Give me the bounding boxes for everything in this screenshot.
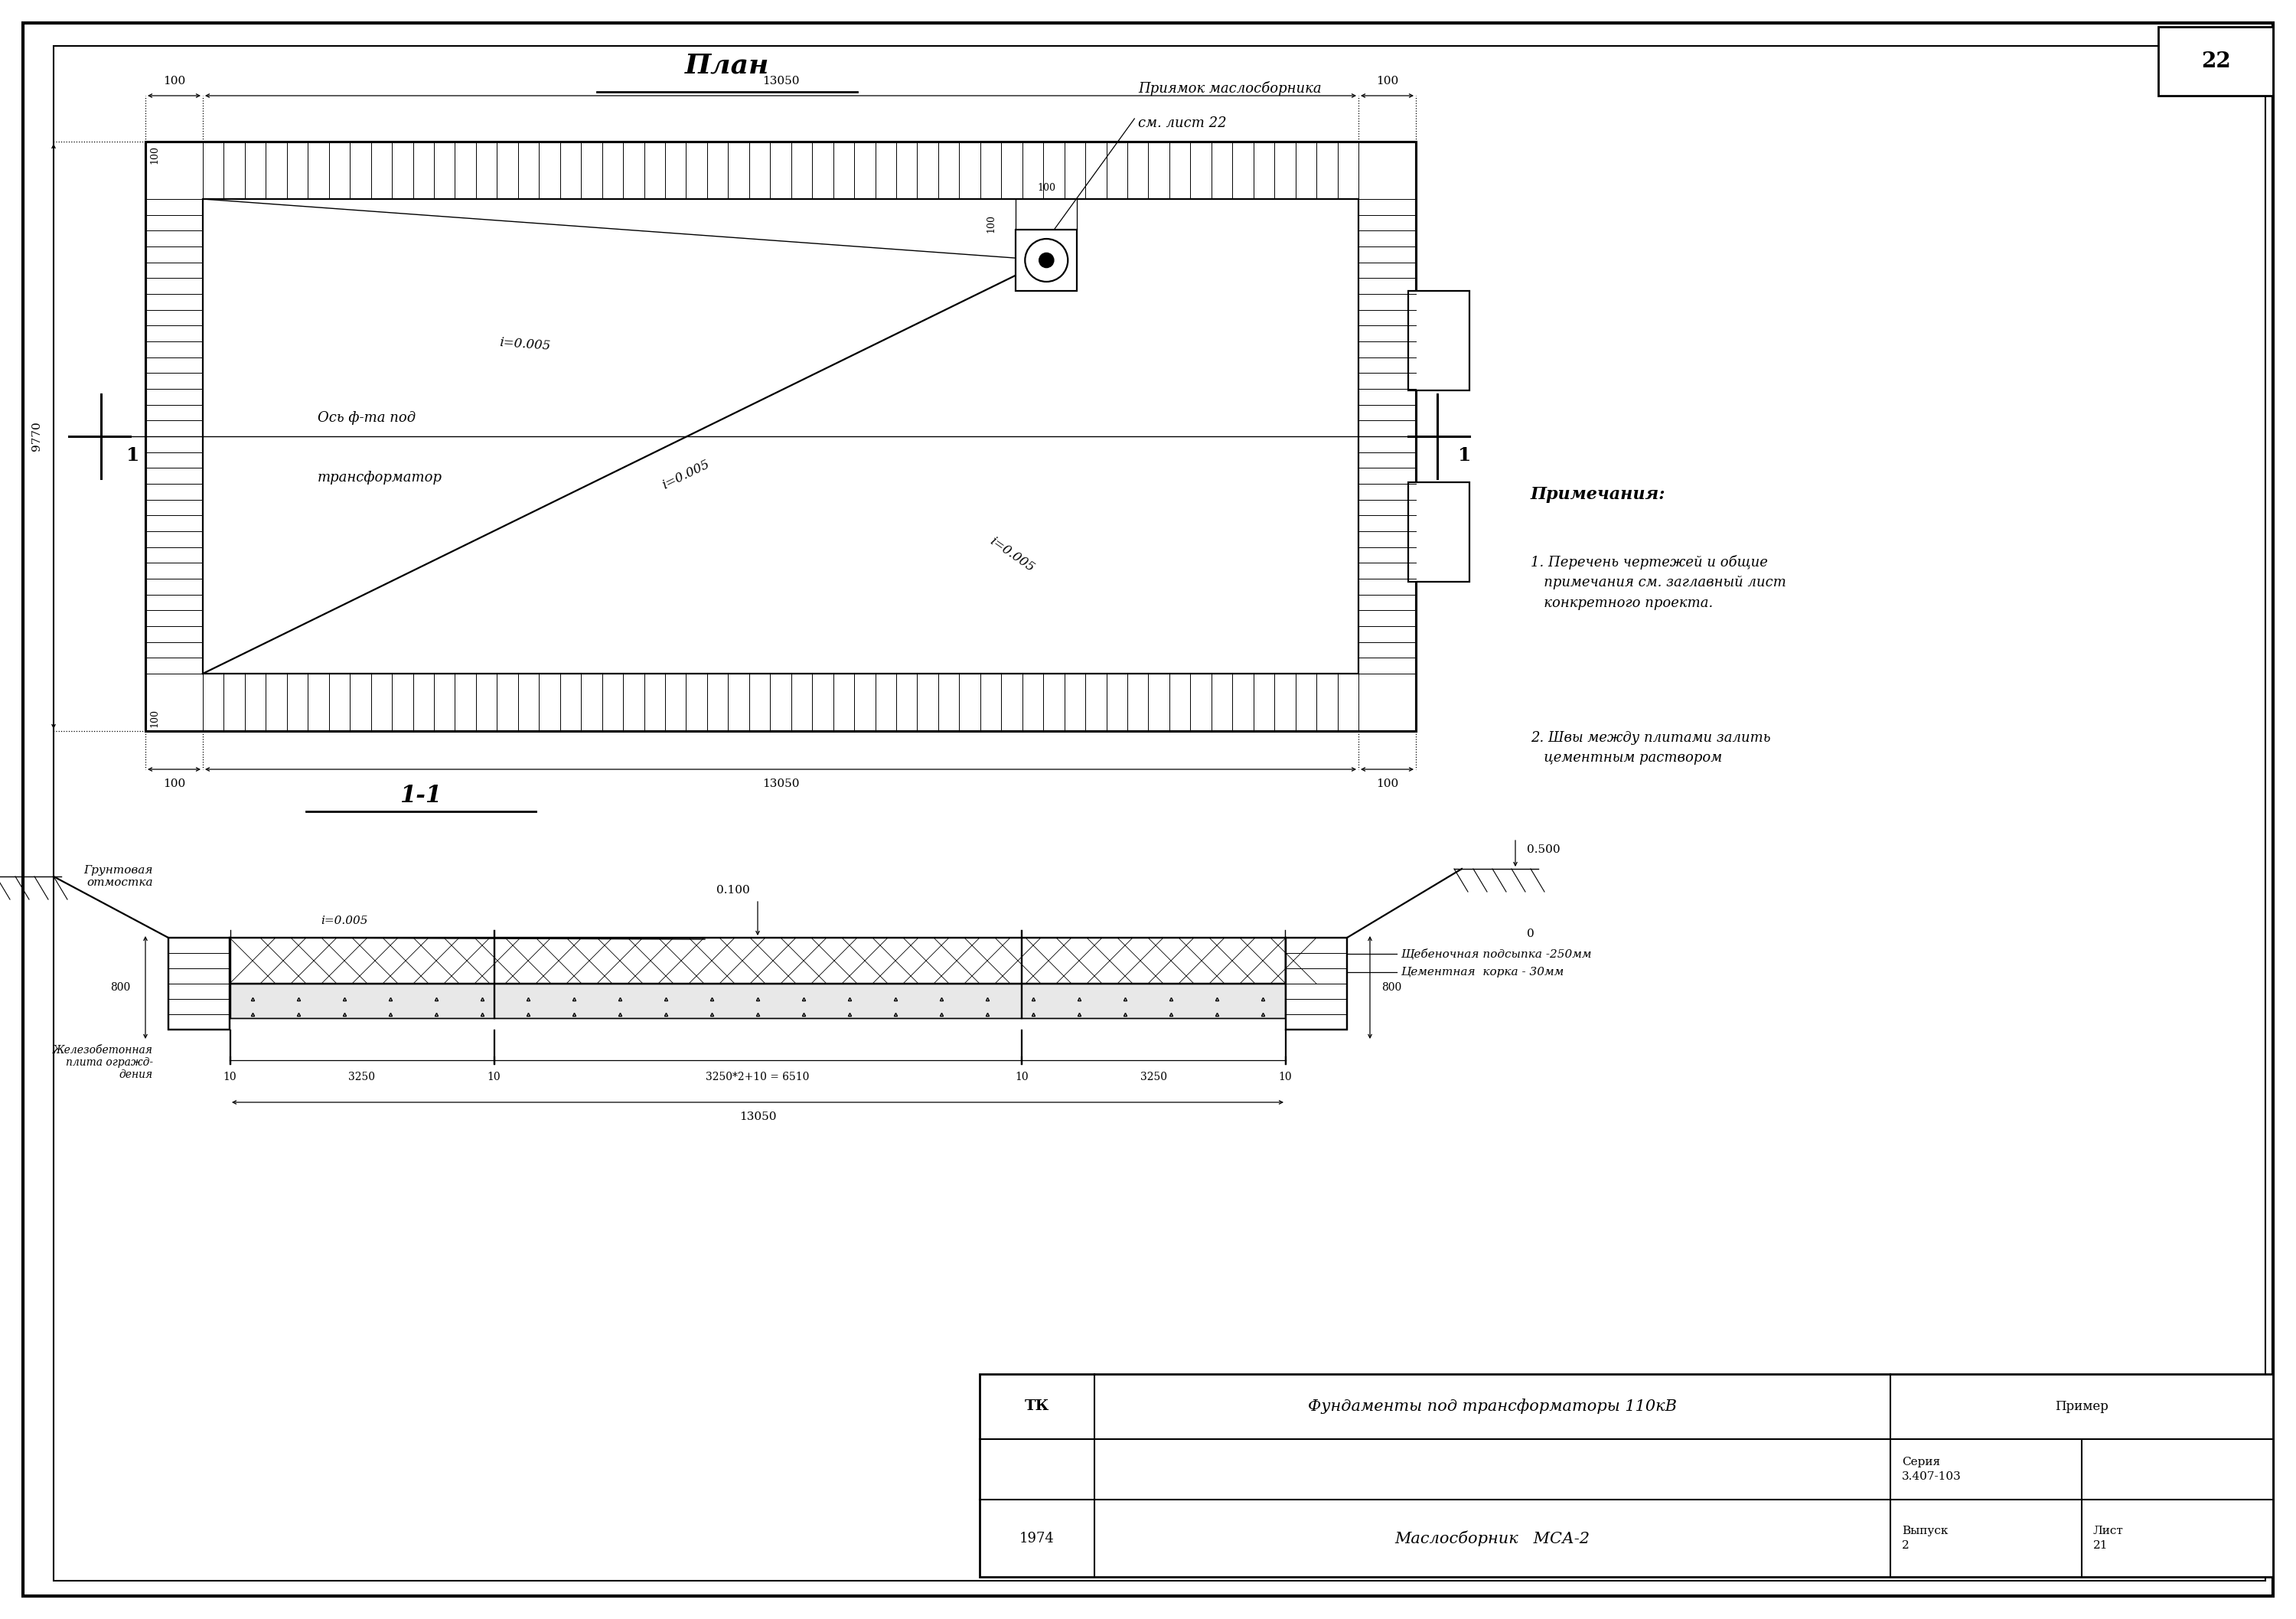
Text: Ось ф-та под: Ось ф-та под	[317, 411, 416, 424]
Text: i=0.005: i=0.005	[498, 337, 551, 353]
Circle shape	[1040, 253, 1054, 267]
Text: 0.500: 0.500	[1527, 845, 1561, 855]
Text: 100: 100	[163, 779, 186, 788]
Text: 3250: 3250	[1141, 1072, 1166, 1083]
Text: План: План	[684, 52, 769, 78]
Text: 2. Швы между плитами залить
   цементным раствором: 2. Швы между плитами залить цементным ра…	[1531, 732, 1770, 766]
Text: Железобетонная
плита огражд-
дения: Железобетонная плита огражд- дения	[53, 1044, 154, 1080]
Text: Цементная  корка - 30мм: Цементная корка - 30мм	[1401, 967, 1564, 978]
Text: Серия
3.407-103: Серия 3.407-103	[1901, 1457, 1961, 1481]
Text: Пример: Пример	[2055, 1400, 2108, 1413]
Text: Грунтовая
отмостка: Грунтовая отмостка	[85, 865, 154, 889]
Text: Лист
21: Лист 21	[2094, 1527, 2124, 1551]
Text: 0: 0	[1527, 929, 1534, 939]
Text: 800: 800	[110, 983, 131, 992]
Bar	[230, 937, 1286, 984]
Text: см. лист 22: см. лист 22	[1139, 117, 1226, 130]
Text: 100: 100	[1375, 76, 1398, 86]
Text: 100: 100	[163, 76, 186, 86]
Text: 10: 10	[1015, 1072, 1029, 1083]
Bar	[1407, 482, 1469, 581]
Text: 100: 100	[987, 214, 996, 233]
Bar	[145, 141, 1417, 732]
Bar	[1286, 937, 1348, 1030]
Text: 100: 100	[1375, 779, 1398, 788]
Text: 1. Перечень чертежей и общие
   примечания см. заглавный лист
   конкретного про: 1. Перечень чертежей и общие примечания …	[1531, 555, 1786, 610]
Text: трансформатор: трансформатор	[317, 471, 443, 484]
Text: ТК: ТК	[1024, 1399, 1049, 1413]
Bar	[230, 984, 1286, 1018]
Bar	[1407, 291, 1469, 390]
Text: 1-1: 1-1	[400, 784, 443, 808]
Text: 1: 1	[126, 447, 140, 465]
Text: 100: 100	[1038, 183, 1056, 193]
Text: 13050: 13050	[739, 1112, 776, 1122]
Text: Щебеночная подсыпка -250мм: Щебеночная подсыпка -250мм	[1401, 949, 1591, 960]
Bar	[1015, 230, 1077, 291]
Text: 3250*2+10 = 6510: 3250*2+10 = 6510	[705, 1072, 810, 1083]
Bar	[980, 1375, 2273, 1577]
Text: 1974: 1974	[1019, 1532, 1054, 1545]
Bar	[230, 937, 1286, 984]
Bar	[168, 937, 230, 1030]
Text: 22: 22	[2202, 50, 2229, 71]
Text: 100: 100	[149, 146, 158, 164]
Text: Приямок маслосборника: Приямок маслосборника	[1139, 81, 1322, 96]
Text: i=0.005: i=0.005	[659, 458, 712, 492]
Text: 3250: 3250	[349, 1072, 374, 1083]
Bar	[230, 984, 1286, 1018]
Text: 10: 10	[223, 1072, 236, 1083]
Text: i=0.005: i=0.005	[321, 915, 367, 926]
Text: Маслосборник   МСА-2: Маслосборник МСА-2	[1396, 1530, 1589, 1546]
Bar	[1286, 937, 1348, 1030]
Bar	[168, 937, 230, 1030]
Bar	[145, 141, 1417, 732]
Text: Примечания:: Примечания:	[1531, 486, 1665, 504]
Text: 13050: 13050	[762, 76, 799, 86]
Text: Выпуск
2: Выпуск 2	[1901, 1527, 1947, 1551]
Text: 0.100: 0.100	[716, 886, 751, 895]
Bar	[202, 199, 1359, 674]
Text: 13050: 13050	[762, 779, 799, 788]
Text: 9770: 9770	[32, 421, 41, 452]
Text: 800: 800	[1382, 983, 1401, 992]
Text: i=0.005: i=0.005	[987, 534, 1035, 575]
Text: Фундаменты под трансформаторы 110кВ: Фундаменты под трансформаторы 110кВ	[1309, 1399, 1676, 1413]
Text: 10: 10	[487, 1072, 501, 1083]
Text: 1: 1	[1458, 447, 1472, 465]
Bar	[2158, 28, 2273, 96]
Text: 10: 10	[1279, 1072, 1293, 1083]
Text: 100: 100	[149, 709, 158, 727]
